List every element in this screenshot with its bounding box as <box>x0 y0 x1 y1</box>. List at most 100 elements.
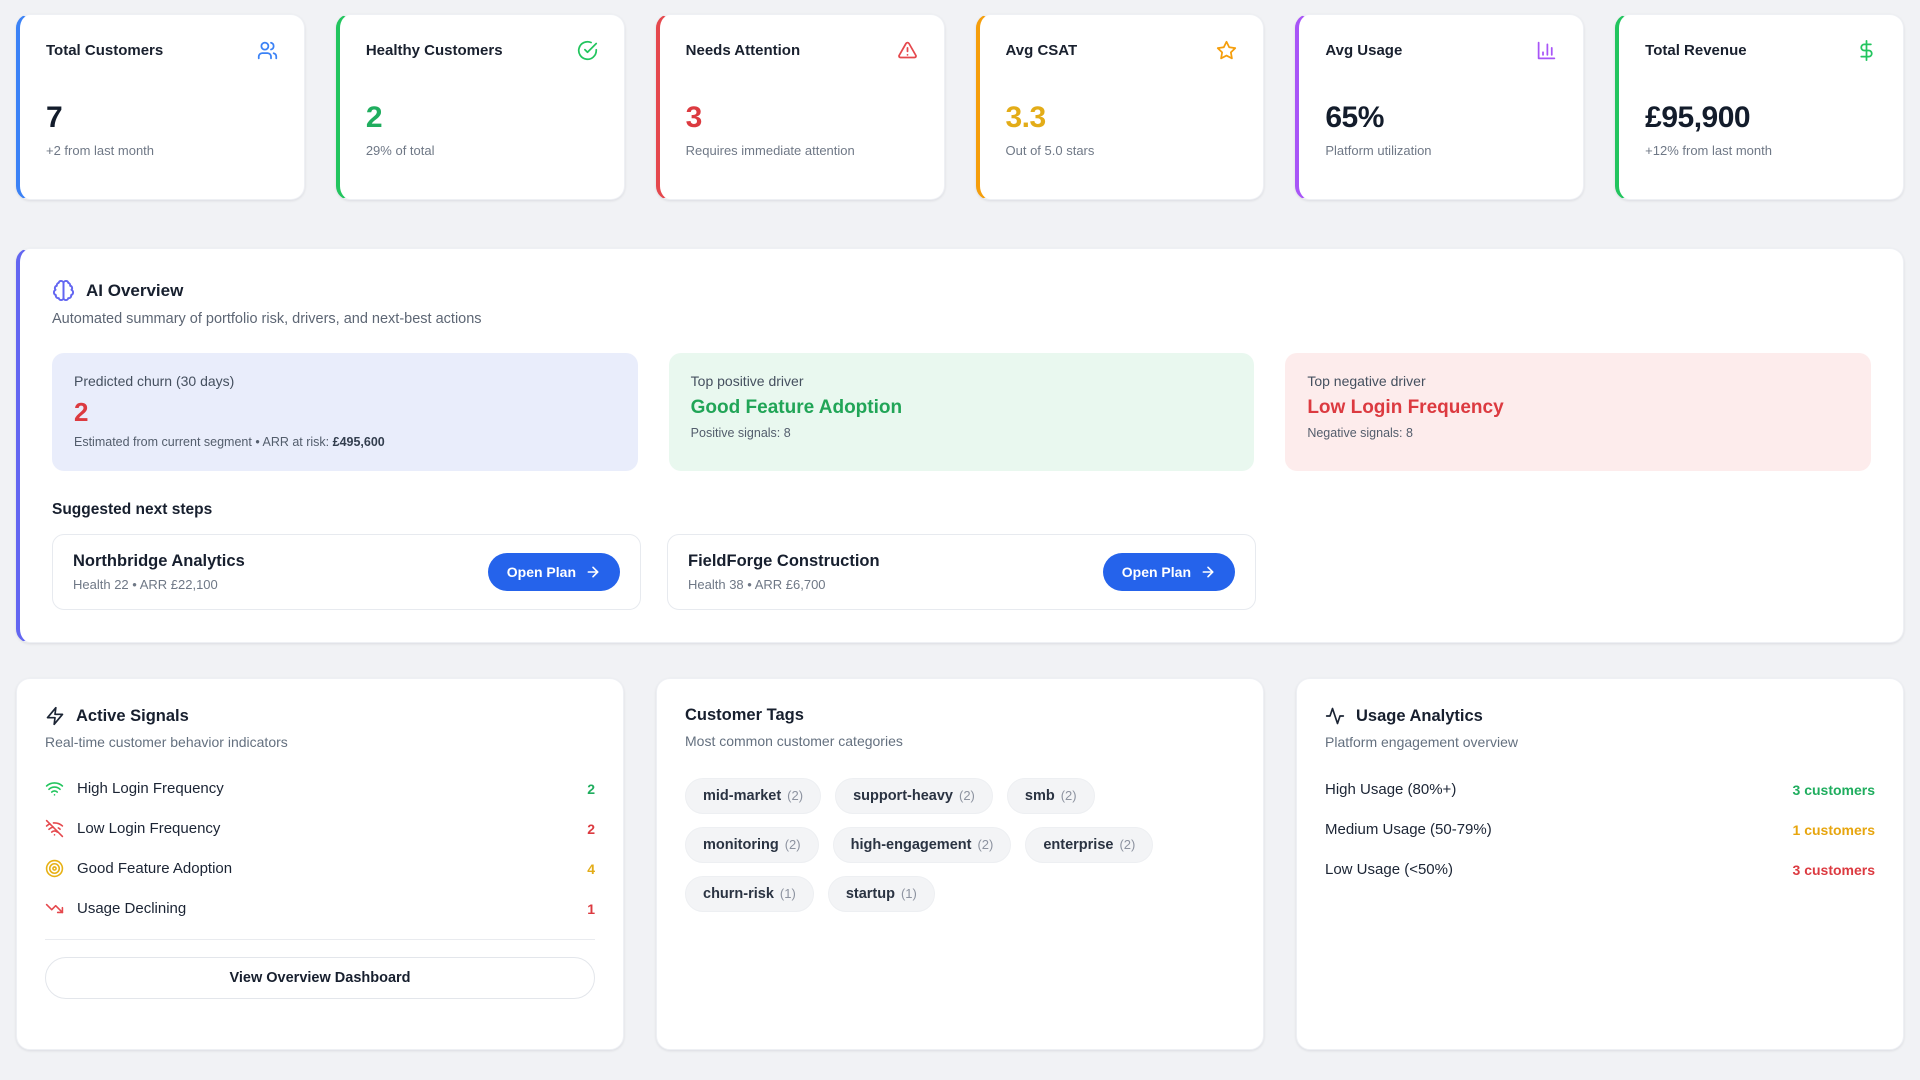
open-plan-button[interactable]: Open Plan <box>1102 553 1235 591</box>
usage-value: 3 customers <box>1792 861 1875 878</box>
tag-chip[interactable]: support-heavy (2) <box>835 778 993 814</box>
tag-chip[interactable]: enterprise (2) <box>1025 827 1154 863</box>
stat-subtext: +2 from last month <box>46 143 155 158</box>
stat-card-total-revenue: Total Revenue £95,900 +12% from last mon… <box>1615 14 1904 200</box>
stat-subtext: +12% from last month <box>1645 143 1772 158</box>
bar-chart-icon <box>1536 40 1557 61</box>
bottom-row: Active Signals Real-time customer behavi… <box>16 678 1904 1050</box>
signal-count: 4 <box>587 860 595 877</box>
usage-label: High Usage (80%+) <box>1325 781 1457 798</box>
wifi-icon <box>45 779 64 798</box>
customer-tags-subtitle: Most common customer categories <box>685 733 903 749</box>
insight-label: Top negative driver <box>1307 373 1426 389</box>
dollar-icon <box>1856 40 1877 61</box>
arrow-right-icon <box>1200 564 1216 580</box>
usage-list: High Usage (80%+) 3 customers Medium Usa… <box>1325 781 1875 878</box>
signal-label: Good Feature Adoption <box>77 860 233 877</box>
usage-row: Low Usage (<50%) 3 customers <box>1325 861 1875 878</box>
usage-value: 3 customers <box>1792 781 1875 798</box>
signal-label: Usage Declining <box>77 900 187 917</box>
tag-chip[interactable]: mid-market (2) <box>685 778 822 814</box>
stat-value: £95,900 <box>1645 101 1751 134</box>
signal-count: 2 <box>587 820 595 837</box>
stat-card-total-customers: Total Customers 7 +2 from last month <box>16 14 305 200</box>
suggestion-meta: Health 22 • ARR £22,100 <box>73 577 218 592</box>
usage-row: High Usage (80%+) 3 customers <box>1325 781 1875 798</box>
stat-value: 2 <box>365 101 383 134</box>
tags-list: mid-market (2) support-heavy (2) smb (2) mo… <box>685 778 1235 912</box>
ai-overview-panel: AI Overview Automated summary of portfol… <box>16 248 1904 643</box>
signal-count: 1 <box>587 900 595 917</box>
stat-value: 7 <box>46 101 63 134</box>
stat-label: Healthy Customers <box>365 42 503 59</box>
top-positive-driver-box: Top positive driver Good Feature Adoptio… <box>668 353 1255 471</box>
stat-label: Avg CSAT <box>1005 42 1078 59</box>
stats-row: Total Customers 7 +2 from last month Hea… <box>16 14 1904 200</box>
suggestion-customer-name: Northbridge Analytics <box>73 552 245 570</box>
usage-analytics-panel: Usage Analytics Platform engagement over… <box>1296 678 1904 1050</box>
active-signals-title: Active Signals <box>76 706 189 725</box>
check-circle-icon <box>577 40 598 61</box>
signal-row: Low Login Frequency 2 <box>45 819 595 838</box>
usage-label: Low Usage (<50%) <box>1325 861 1453 878</box>
signal-row: Usage Declining 1 <box>45 899 595 918</box>
suggestion-customer-name: FieldForge Construction <box>688 552 880 570</box>
active-signals-panel: Active Signals Real-time customer behavi… <box>16 678 624 1050</box>
stat-subtext: 29% of total <box>365 143 435 158</box>
stat-label: Needs Attention <box>685 42 801 59</box>
target-icon <box>45 859 64 878</box>
suggestions-row: Northbridge Analytics Health 22 • ARR £2… <box>52 534 1871 610</box>
signal-label: High Login Frequency <box>77 780 224 797</box>
stat-subtext: Requires immediate attention <box>685 143 855 158</box>
tag-chip[interactable]: high-engagement (2) <box>832 827 1012 863</box>
ai-overview-subtitle: Automated summary of portfolio risk, dri… <box>52 311 482 327</box>
usage-label: Medium Usage (50-79%) <box>1325 821 1492 838</box>
stat-label: Avg Usage <box>1325 42 1403 59</box>
open-plan-button[interactable]: Open Plan <box>487 553 620 591</box>
stat-subtext: Out of 5.0 stars <box>1005 143 1095 158</box>
top-negative-driver-box: Top negative driver Low Login Frequency … <box>1285 353 1871 471</box>
stat-subtext: Platform utilization <box>1325 143 1432 158</box>
suggestion-card: Northbridge Analytics Health 22 • ARR £2… <box>52 534 641 610</box>
usage-analytics-subtitle: Platform engagement overview <box>1325 734 1518 750</box>
tag-chip[interactable]: monitoring (2) <box>685 827 819 863</box>
star-icon <box>1216 40 1237 61</box>
ai-overview-title: AI Overview <box>86 280 184 300</box>
ai-insight-boxes: Predicted churn (30 days) 2 Estimated fr… <box>52 353 1871 471</box>
stat-value: 3.3 <box>1005 101 1047 134</box>
wifi-off-icon <box>45 819 64 838</box>
negative-driver-value: Low Login Frequency <box>1307 397 1504 418</box>
predicted-churn-box: Predicted churn (30 days) 2 Estimated fr… <box>52 353 638 471</box>
insight-label: Top positive driver <box>690 373 804 389</box>
stat-card-needs-attention: Needs Attention 3 Requires immediate att… <box>655 14 945 200</box>
tag-chip[interactable]: churn-risk (1) <box>685 876 814 912</box>
positive-driver-value: Good Feature Adoption <box>690 397 903 418</box>
stat-card-healthy-customers: Healthy Customers 2 29% of total <box>335 14 625 200</box>
suggestion-meta: Health 38 • ARR £6,700 <box>688 577 826 592</box>
view-overview-dashboard-button[interactable]: View Overview Dashboard <box>45 957 595 999</box>
negative-driver-subtext: Negative signals: 8 <box>1307 426 1413 440</box>
zap-icon <box>45 706 65 726</box>
usage-analytics-title: Usage Analytics <box>1356 706 1483 725</box>
divider <box>45 939 595 940</box>
active-signals-subtitle: Real-time customer behavior indicators <box>45 734 288 750</box>
positive-driver-subtext: Positive signals: 8 <box>690 426 791 440</box>
stat-value: 65% <box>1325 101 1384 134</box>
suggested-next-steps-title: Suggested next steps <box>52 501 213 518</box>
stat-card-avg-csat: Avg CSAT 3.3 Out of 5.0 stars <box>975 14 1265 200</box>
activity-icon <box>1325 706 1345 726</box>
signal-row: Good Feature Adoption 4 <box>45 859 595 878</box>
arrow-right-icon <box>585 564 601 580</box>
stat-card-avg-usage: Avg Usage 65% Platform utilization <box>1295 14 1585 200</box>
brain-icon <box>52 279 75 302</box>
signal-label: Low Login Frequency <box>77 820 221 837</box>
signals-list: High Login Frequency 2 Low Login Frequen… <box>45 779 595 918</box>
stat-label: Total Customers <box>46 42 164 59</box>
customer-tags-panel: Customer Tags Most common customer categ… <box>656 678 1264 1050</box>
stat-label: Total Revenue <box>1645 42 1747 59</box>
churn-value: 2 <box>74 397 88 427</box>
churn-subtext: Estimated from current segment • ARR at … <box>74 435 385 449</box>
tag-chip[interactable]: startup (1) <box>827 876 935 912</box>
signal-count: 2 <box>587 780 595 797</box>
tag-chip[interactable]: smb (2) <box>1006 778 1095 814</box>
